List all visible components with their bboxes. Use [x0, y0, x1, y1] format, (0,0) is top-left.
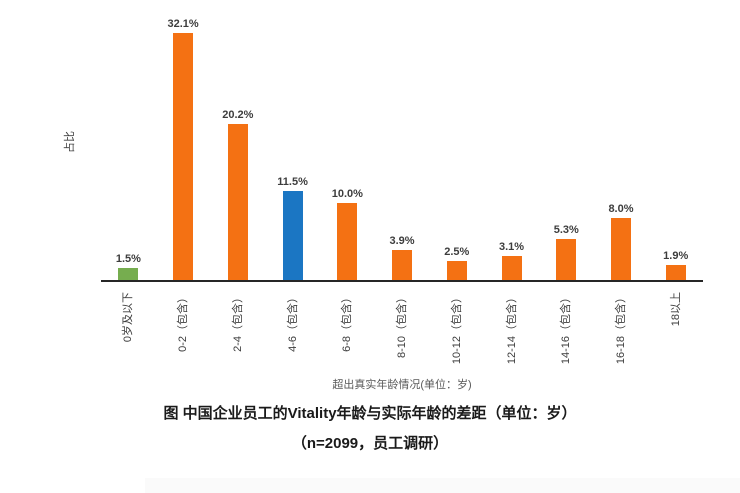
bar — [610, 218, 631, 280]
bar — [665, 265, 686, 280]
bar-value-label: 20.2% — [222, 109, 254, 121]
chart-caption: 图 中国企业员工的Vitality年龄与实际年龄的差距（单位：岁） — [163, 405, 577, 422]
bar-value-label: 3.9% — [389, 235, 415, 247]
bar-column: 3.9% — [375, 18, 430, 280]
bars-row: 1.5% 32.1% 20.2% 11.5% 10.0% 3.9% 2.5% 3.1% 5.3%… — [101, 18, 703, 280]
bar — [556, 239, 577, 280]
bar — [337, 203, 358, 280]
ticks-row: 0岁及以下 0-2（包含） 2-4（包含） 4-6（包含） 6-8（包含） 8-10（包含… — [101, 286, 703, 381]
bar-column: 32.1% — [156, 18, 211, 280]
bottom-strip — [145, 478, 740, 493]
x-tick-label: 18以上 — [669, 292, 682, 327]
bar-column: 11.5% — [265, 18, 320, 280]
bar — [446, 261, 467, 280]
bar-value-label: 1.9% — [663, 250, 689, 262]
x-axis-title: 超出真实年龄情况(单位：岁) — [332, 379, 472, 391]
bar-column: 1.9% — [648, 18, 703, 280]
x-tick-label: 6-8（包含） — [341, 292, 354, 352]
tick-slot: 14-16（包含） — [539, 286, 594, 381]
tick-slot: 12-14（包含） — [484, 286, 539, 381]
bar-value-label: 11.5% — [277, 176, 308, 188]
bar — [501, 256, 522, 280]
x-tick-label: 10-12（包含） — [450, 292, 463, 365]
bar-column: 3.1% — [484, 18, 539, 280]
tick-slot: 0-2（包含） — [156, 286, 211, 381]
bar-value-label: 8.0% — [608, 203, 634, 215]
bar-column: 8.0% — [594, 18, 649, 280]
bar-value-label: 2.5% — [444, 246, 470, 258]
x-tick-label: 2-4（包含） — [231, 292, 244, 352]
bar-value-label: 10.0% — [331, 188, 363, 200]
tick-slot: 4-6（包含） — [265, 286, 320, 381]
bar-column: 5.3% — [539, 18, 594, 280]
tick-slot: 2-4（包含） — [210, 286, 265, 381]
bar-value-label: 32.1% — [167, 18, 199, 30]
bar — [227, 124, 248, 280]
chart-subcaption: （n=2099，员工调研） — [291, 435, 449, 452]
y-axis-label: 占比 — [64, 131, 76, 153]
bar-column: 2.5% — [429, 18, 484, 280]
bar — [173, 33, 194, 280]
bar-value-label: 5.3% — [553, 224, 579, 236]
x-tick-label: 4-6（包含） — [286, 292, 299, 352]
bar-value-label: 3.1% — [498, 241, 525, 253]
x-tick-label: 14-16（包含） — [560, 292, 573, 365]
x-tick-label: 0-2（包含） — [177, 292, 190, 352]
x-tick-label: 0岁及以下 — [122, 292, 135, 343]
x-tick-label: 16-18（包含） — [614, 292, 627, 365]
tick-slot: 18以上 — [648, 286, 703, 381]
tick-slot: 16-18（包含） — [594, 286, 649, 381]
bar-column: 1.5% — [101, 18, 156, 280]
tick-slot: 10-12（包含） — [429, 286, 484, 381]
bar — [392, 250, 413, 280]
x-tick-label: 8-10（包含） — [396, 292, 409, 359]
tick-slot: 8-10（包含） — [375, 286, 430, 381]
bar — [118, 268, 139, 280]
tick-slot: 6-8（包含） — [320, 286, 375, 381]
plot-area: 1.5% 32.1% 20.2% 11.5% 10.0% 3.9% 2.5% 3.1% 5.3%… — [101, 18, 703, 282]
bar-value-label: 1.5% — [115, 253, 141, 265]
bar-column: 10.0% — [320, 18, 375, 280]
tick-slot: 0岁及以下 — [101, 286, 156, 381]
x-tick-label: 12-14（包含） — [505, 292, 518, 365]
bar-column: 20.2% — [210, 18, 265, 280]
bar — [282, 191, 303, 280]
